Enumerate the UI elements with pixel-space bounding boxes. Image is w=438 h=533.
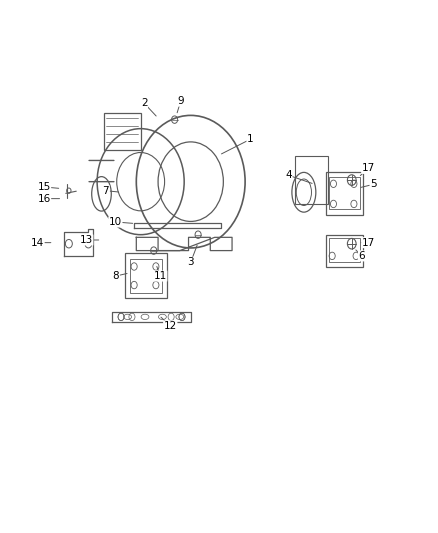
Bar [125,253,167,298]
Text: 5: 5 [370,179,377,189]
Text: 3: 3 [187,257,194,267]
Bar [130,259,162,293]
Text: 4: 4 [285,171,292,180]
Text: 2: 2 [141,98,148,108]
Text: 12: 12 [164,321,177,331]
Text: 6: 6 [358,251,365,261]
Text: 11: 11 [154,271,167,281]
Text: 10: 10 [109,217,122,227]
Bar [295,156,328,204]
Bar [329,177,360,209]
Text: 8: 8 [113,271,119,281]
Text: 15: 15 [37,182,51,192]
Text: 1: 1 [247,134,254,144]
Bar [325,172,363,215]
Text: 7: 7 [102,185,109,196]
Bar [325,235,363,266]
Text: 17: 17 [362,238,375,248]
Bar [329,238,360,262]
Text: 16: 16 [37,193,51,204]
Text: 9: 9 [177,96,184,106]
Text: 17: 17 [362,164,375,173]
Text: 14: 14 [31,238,44,248]
Text: 13: 13 [80,235,93,245]
